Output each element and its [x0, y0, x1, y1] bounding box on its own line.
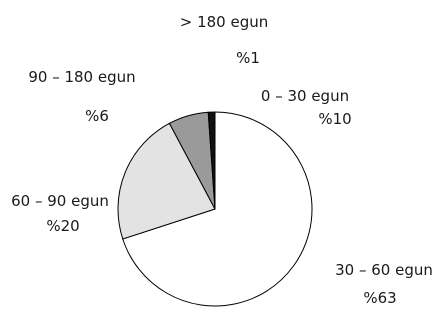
pie-slice: [122, 111, 313, 307]
pie-labels: 0 – 30 egun %10 60 – 90 egun %20 90 – 180 eg…: [11, 13, 433, 307]
slice-category-label: > 180 egun: [180, 13, 269, 31]
slice-category-label: 60 – 90 egun: [11, 192, 109, 210]
pie-slice: [207, 111, 216, 210]
slice-percent-label: %10: [318, 110, 351, 128]
slice-percent-label: %6: [85, 107, 109, 125]
slice-category-label: 30 – 60 egun: [335, 261, 433, 279]
pie-slices: [117, 111, 313, 307]
pie-slice: [117, 122, 216, 240]
slice-percent-label: %20: [46, 217, 79, 235]
slice-category-label: 90 – 180 egun: [28, 68, 135, 86]
slice-percent-label: %1: [236, 49, 260, 67]
slice-percent-label: %63: [363, 289, 396, 307]
slice-category-label: 0 – 30 egun: [261, 87, 349, 105]
